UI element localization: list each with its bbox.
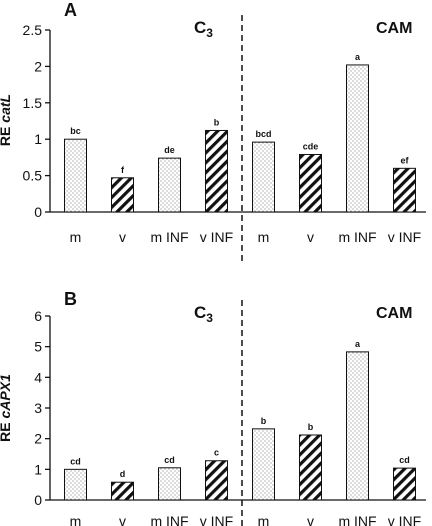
x-tick-label: m [70,513,82,526]
x-tick-label: v INF [388,229,421,245]
significance-letter: bc [70,126,81,136]
significance-letter: a [355,339,361,349]
bar [252,141,275,213]
y-tick-label: 5 [34,339,42,355]
panel-a: A RE catL C3 CAM 0 0.5 1 1.5 2 2.5 bc f de b bcd c… [0,0,426,262]
x-tick-label: m INF [338,513,376,526]
x-tick-label: m INF [150,229,188,245]
x-tick-label: v INF [200,513,233,526]
x-tick-label: v [307,513,314,526]
bar [205,460,228,501]
x-tick-label: m INF [150,513,188,526]
group-label-c3: C3 [194,18,213,40]
significance-letter: f [121,165,125,175]
significance-letter: bcd [255,129,271,139]
bar [158,157,181,213]
y-tick-label: 3 [34,400,42,416]
bar [346,351,369,501]
bar [346,64,369,213]
bar [299,153,322,213]
bar [111,177,134,213]
bar [64,468,87,501]
significance-letter: cd [164,455,175,465]
group-label-cam: CAM [376,305,412,322]
significance-letter: a [355,52,361,62]
y-tick-label: 0.5 [23,168,43,184]
y-axis-label: RE cAPX1 [0,374,13,442]
bar [299,434,322,501]
bar [111,481,134,501]
significance-letter: d [120,469,126,479]
y-tick-label: 2.5 [23,22,43,38]
y-tick-label: 1 [34,131,42,147]
y-tick-label: 2 [34,58,42,74]
y-tick-label: 1 [34,461,42,477]
y-tick-label: 4 [34,369,42,385]
significance-letter: b [214,117,220,127]
significance-letter: cde [303,141,319,151]
panel-label: A [64,0,77,20]
significance-letter: de [164,145,175,155]
x-tick-label: v INF [388,513,421,526]
x-tick-label: v [119,229,126,245]
bar [158,467,181,501]
x-tick-label: m [258,229,270,245]
bar [252,428,275,501]
y-tick-label: 2 [34,431,42,447]
bar [393,167,416,213]
significance-letter: cd [70,456,81,466]
x-tick-label: v [307,229,314,245]
panel-b: B RE cAPX1 C3 CAM 0 1 2 3 4 5 6 cd d cd c b b a cd m v… [0,289,426,526]
bar [393,467,416,501]
y-tick-label: 0 [34,492,42,508]
significance-letter: c [214,448,219,458]
significance-letter: cd [399,455,410,465]
panel-label: B [64,289,77,309]
group-label-cam: CAM [376,20,412,37]
significance-letter: ef [400,155,409,165]
x-tick-label: m [70,229,82,245]
x-tick-label: v INF [200,229,233,245]
x-tick-label: m [258,513,270,526]
group-label-c3: C3 [194,303,213,325]
y-tick-label: 6 [34,308,42,324]
x-tick-label: v [119,513,126,526]
x-tick-label: m INF [338,229,376,245]
y-tick-label: 1.5 [23,95,43,111]
bar [205,129,228,213]
bar [64,138,87,213]
y-axis-label: RE catL [0,94,13,146]
significance-letter: b [308,422,314,432]
significance-letter: b [261,416,267,426]
y-tick-label: 0 [34,204,42,220]
